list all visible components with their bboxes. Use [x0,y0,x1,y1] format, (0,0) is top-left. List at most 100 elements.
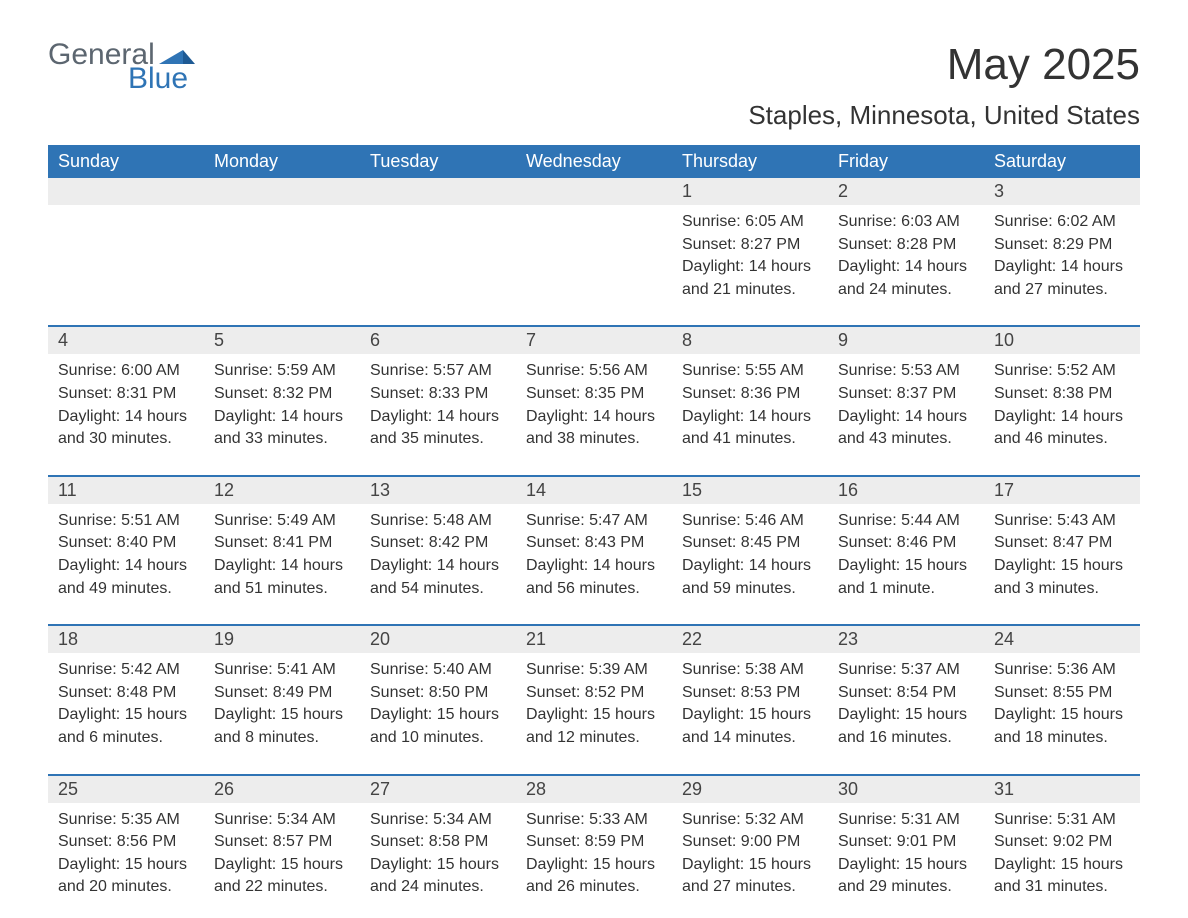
daylight-line-1: Daylight: 14 hours [682,406,818,428]
day-details: Sunrise: 5:34 AMSunset: 8:57 PMDaylight:… [204,803,360,901]
day-number: 2 [828,178,984,205]
sunrise-line: Sunrise: 6:02 AM [994,211,1130,233]
day-number: 16 [828,477,984,504]
daylight-line-1: Daylight: 15 hours [994,704,1130,726]
weekday-header: Wednesday [516,145,672,178]
sunset-line: Sunset: 8:55 PM [994,682,1130,704]
daylight-line-2: and 38 minutes. [526,428,662,450]
day-details: Sunrise: 5:39 AMSunset: 8:52 PMDaylight:… [516,653,672,751]
daylight-line-2: and 35 minutes. [370,428,506,450]
sunset-line: Sunset: 8:47 PM [994,532,1130,554]
day-details: Sunrise: 5:35 AMSunset: 8:56 PMDaylight:… [48,803,204,901]
sunset-line: Sunset: 8:46 PM [838,532,974,554]
brand-part2: Blue [128,64,195,94]
day-number: 22 [672,626,828,653]
daylight-line-1: Daylight: 15 hours [58,704,194,726]
sunset-line: Sunset: 8:58 PM [370,831,506,853]
day-details: Sunrise: 5:47 AMSunset: 8:43 PMDaylight:… [516,504,672,602]
day-cell: 2Sunrise: 6:03 AMSunset: 8:28 PMDaylight… [828,178,984,303]
daylight-line-1: Daylight: 15 hours [526,704,662,726]
day-details: Sunrise: 6:05 AMSunset: 8:27 PMDaylight:… [672,205,828,303]
daylight-line-2: and 56 minutes. [526,578,662,600]
sunrise-line: Sunrise: 6:00 AM [58,360,194,382]
day-number: 21 [516,626,672,653]
day-number: 29 [672,776,828,803]
sunset-line: Sunset: 8:38 PM [994,383,1130,405]
day-number: 14 [516,477,672,504]
daylight-line-2: and 10 minutes. [370,727,506,749]
weekday-header-row: Sunday Monday Tuesday Wednesday Thursday… [48,145,1140,178]
daylight-line-2: and 27 minutes. [994,279,1130,301]
day-number: 20 [360,626,516,653]
daylight-line-2: and 54 minutes. [370,578,506,600]
day-cell: 18Sunrise: 5:42 AMSunset: 8:48 PMDayligh… [48,626,204,751]
sunset-line: Sunset: 8:43 PM [526,532,662,554]
day-details: Sunrise: 5:43 AMSunset: 8:47 PMDaylight:… [984,504,1140,602]
day-cell: 10Sunrise: 5:52 AMSunset: 8:38 PMDayligh… [984,327,1140,452]
daylight-line-1: Daylight: 15 hours [370,704,506,726]
day-details: Sunrise: 5:37 AMSunset: 8:54 PMDaylight:… [828,653,984,751]
daylight-line-2: and 12 minutes. [526,727,662,749]
day-details: Sunrise: 5:59 AMSunset: 8:32 PMDaylight:… [204,354,360,452]
daylight-line-2: and 30 minutes. [58,428,194,450]
sunrise-line: Sunrise: 5:33 AM [526,809,662,831]
sunrise-line: Sunrise: 5:39 AM [526,659,662,681]
day-number: 1 [672,178,828,205]
daylight-line-2: and 24 minutes. [370,876,506,898]
daylight-line-1: Daylight: 15 hours [838,704,974,726]
day-details: Sunrise: 5:36 AMSunset: 8:55 PMDaylight:… [984,653,1140,751]
sunset-line: Sunset: 9:00 PM [682,831,818,853]
day-cell: 26Sunrise: 5:34 AMSunset: 8:57 PMDayligh… [204,776,360,901]
sunset-line: Sunset: 8:41 PM [214,532,350,554]
daylight-line-2: and 46 minutes. [994,428,1130,450]
day-cell: 4Sunrise: 6:00 AMSunset: 8:31 PMDaylight… [48,327,204,452]
day-cell: 23Sunrise: 5:37 AMSunset: 8:54 PMDayligh… [828,626,984,751]
daylight-line-1: Daylight: 15 hours [994,555,1130,577]
day-details: Sunrise: 5:34 AMSunset: 8:58 PMDaylight:… [360,803,516,901]
day-details: Sunrise: 5:53 AMSunset: 8:37 PMDaylight:… [828,354,984,452]
daylight-line-1: Daylight: 14 hours [838,256,974,278]
day-number: 3 [984,178,1140,205]
month-title: May 2025 [748,40,1140,90]
day-number: 4 [48,327,204,354]
day-cell: 1Sunrise: 6:05 AMSunset: 8:27 PMDaylight… [672,178,828,303]
daylight-line-2: and 51 minutes. [214,578,350,600]
sunrise-line: Sunrise: 5:31 AM [994,809,1130,831]
day-number: 23 [828,626,984,653]
sunrise-line: Sunrise: 5:49 AM [214,510,350,532]
weekday-header: Friday [828,145,984,178]
daylight-line-1: Daylight: 14 hours [994,406,1130,428]
day-cell: 22Sunrise: 5:38 AMSunset: 8:53 PMDayligh… [672,626,828,751]
sunrise-line: Sunrise: 5:52 AM [994,360,1130,382]
week-row: 11Sunrise: 5:51 AMSunset: 8:40 PMDayligh… [48,475,1140,602]
sunset-line: Sunset: 8:35 PM [526,383,662,405]
daylight-line-1: Daylight: 15 hours [526,854,662,876]
sunset-line: Sunset: 8:28 PM [838,234,974,256]
sunset-line: Sunset: 8:59 PM [526,831,662,853]
flag-icon [159,40,195,60]
week-row: 18Sunrise: 5:42 AMSunset: 8:48 PMDayligh… [48,624,1140,751]
day-number: 24 [984,626,1140,653]
daylight-line-2: and 29 minutes. [838,876,974,898]
day-cell: 25Sunrise: 5:35 AMSunset: 8:56 PMDayligh… [48,776,204,901]
daylight-line-1: Daylight: 14 hours [214,406,350,428]
day-number: 9 [828,327,984,354]
sunrise-line: Sunrise: 5:48 AM [370,510,506,532]
daylight-line-2: and 22 minutes. [214,876,350,898]
sunset-line: Sunset: 8:53 PM [682,682,818,704]
day-cell: 27Sunrise: 5:34 AMSunset: 8:58 PMDayligh… [360,776,516,901]
sunrise-line: Sunrise: 5:38 AM [682,659,818,681]
day-cell [516,178,672,303]
sunrise-line: Sunrise: 5:47 AM [526,510,662,532]
daylight-line-1: Daylight: 15 hours [370,854,506,876]
day-cell: 19Sunrise: 5:41 AMSunset: 8:49 PMDayligh… [204,626,360,751]
day-number: 17 [984,477,1140,504]
day-details: Sunrise: 5:32 AMSunset: 9:00 PMDaylight:… [672,803,828,901]
sunset-line: Sunset: 8:48 PM [58,682,194,704]
day-cell: 9Sunrise: 5:53 AMSunset: 8:37 PMDaylight… [828,327,984,452]
sunset-line: Sunset: 8:49 PM [214,682,350,704]
day-cell: 20Sunrise: 5:40 AMSunset: 8:50 PMDayligh… [360,626,516,751]
day-cell [48,178,204,303]
day-cell: 14Sunrise: 5:47 AMSunset: 8:43 PMDayligh… [516,477,672,602]
sunrise-line: Sunrise: 5:36 AM [994,659,1130,681]
